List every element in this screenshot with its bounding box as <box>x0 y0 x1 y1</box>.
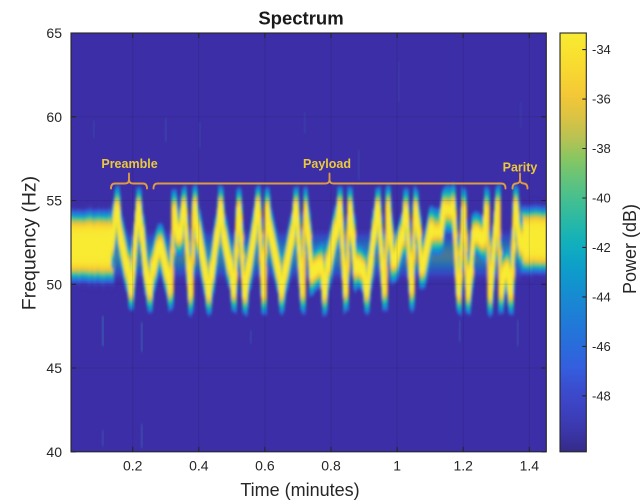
svg-text:60: 60 <box>46 109 62 125</box>
svg-text:65: 65 <box>46 25 62 41</box>
svg-text:-44: -44 <box>592 289 611 304</box>
svg-text:0.4: 0.4 <box>189 458 209 474</box>
svg-text:Preamble: Preamble <box>101 157 157 171</box>
svg-text:-34: -34 <box>592 42 611 57</box>
svg-text:45: 45 <box>46 360 62 376</box>
svg-text:Frequency (Hz): Frequency (Hz) <box>19 176 41 310</box>
svg-text:-46: -46 <box>592 339 611 354</box>
svg-text:Spectrum: Spectrum <box>258 8 343 29</box>
svg-text:0.8: 0.8 <box>321 458 341 474</box>
svg-text:40: 40 <box>46 444 62 460</box>
svg-text:Payload: Payload <box>303 157 351 171</box>
svg-text:0.6: 0.6 <box>255 458 275 474</box>
svg-text:1.2: 1.2 <box>453 458 473 474</box>
svg-text:-42: -42 <box>592 240 611 255</box>
svg-text:Parity: Parity <box>503 161 538 175</box>
svg-text:0.2: 0.2 <box>123 458 143 474</box>
svg-text:-36: -36 <box>592 92 611 107</box>
svg-text:50: 50 <box>46 276 62 292</box>
svg-text:Time (minutes): Time (minutes) <box>240 480 359 500</box>
svg-text:1.4: 1.4 <box>520 458 540 474</box>
svg-text:55: 55 <box>46 193 62 209</box>
svg-text:1: 1 <box>393 458 401 474</box>
svg-text:-48: -48 <box>592 388 611 403</box>
svg-text:-38: -38 <box>592 141 611 156</box>
svg-text:Power (dB): Power (dB) <box>620 204 640 294</box>
svg-text:-40: -40 <box>592 191 611 206</box>
